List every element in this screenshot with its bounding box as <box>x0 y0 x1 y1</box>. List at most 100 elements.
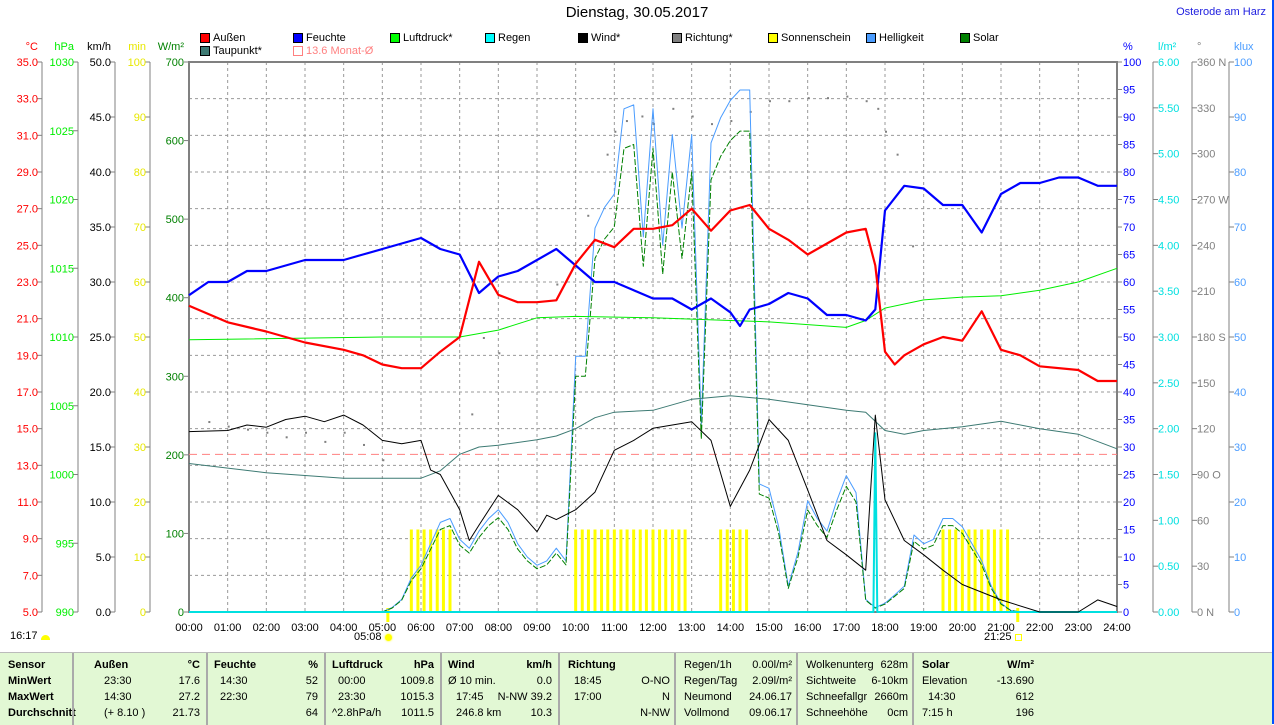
axis-tick-label: 0.50 <box>1158 561 1179 573</box>
legend-item[interactable]: Luftdruck* <box>390 32 453 44</box>
luftdruck-unit: hPa <box>413 659 434 671</box>
aussen-min-value: 17.6 <box>178 675 200 687</box>
richtung-header: Richtung <box>568 659 616 671</box>
luftdruck-min-value: 1009.8 <box>400 675 434 687</box>
sunshine-bar <box>986 529 990 612</box>
axis-tick-label: 0.0 <box>96 607 111 619</box>
axis-tick-label: 33.0 <box>17 94 38 106</box>
axis-tick-label: 210 <box>1197 286 1215 298</box>
axis-tick-label: 500 <box>166 214 184 226</box>
direction-point <box>324 440 327 443</box>
direction-point <box>885 130 887 133</box>
legend-item[interactable]: Regen <box>485 32 530 44</box>
legend-item[interactable]: Solar <box>960 32 999 44</box>
axis-tick-label: 35 <box>1123 415 1135 427</box>
axis-unit-label: klux <box>1234 41 1254 53</box>
direction-point <box>606 153 609 156</box>
elevation-value: -13.690 <box>996 675 1034 687</box>
direction-point <box>498 352 501 355</box>
axis-tick-label: 25 <box>1123 470 1135 482</box>
axis-tick-label: 25.0 <box>90 332 111 344</box>
legend-label: Regen <box>498 32 531 44</box>
legend-item[interactable]: Feuchte <box>293 32 346 44</box>
axis-tick-label: 1025 <box>50 126 74 138</box>
legend-item[interactable]: Wind* <box>578 32 620 44</box>
axis-unit-label: min <box>128 41 146 53</box>
moonrise-time: 16:17 <box>10 630 38 642</box>
legend-item[interactable]: Richtung* <box>672 32 733 44</box>
axis-tick-label: 0 <box>178 607 184 619</box>
axis-tick-label: 2.00 <box>1158 424 1179 436</box>
sunshine-bar <box>612 529 616 612</box>
legend-swatch <box>485 33 495 43</box>
x-tick-label: 18:00 <box>871 622 899 634</box>
regen-tag-label: Regen/Tag <box>684 675 738 687</box>
legend-label: 13.6 Monat-Ø <box>306 45 374 57</box>
regen-1h-value: 0.00l/m² <box>752 659 792 671</box>
axis-tick-label: 600 <box>166 136 184 148</box>
legend-item[interactable]: Sonnenschein <box>768 32 851 44</box>
axis-tick-label: 100 <box>128 57 146 69</box>
sunshine-bar <box>664 529 668 612</box>
sichtweite-value: 6-10km <box>871 675 908 687</box>
x-tick-label: 15:00 <box>755 622 783 634</box>
axis-tick-label: 40.0 <box>90 167 111 179</box>
axis-tick-label: 90 O <box>1197 470 1221 482</box>
solar-avg-value: 196 <box>1015 707 1034 719</box>
direction-point <box>672 107 675 110</box>
direction-point <box>305 431 307 434</box>
axis-tick-label: 330 <box>1197 103 1215 115</box>
axis-tick-label: 0 <box>1234 607 1240 619</box>
axis-tick-label: 19.0 <box>17 350 38 362</box>
x-tick-label: 10:00 <box>562 622 590 634</box>
moon-icon <box>40 635 50 640</box>
legend-swatch <box>768 33 778 43</box>
sunshine-bar <box>725 529 729 612</box>
axis-tick-label: 10 <box>1123 552 1135 564</box>
axis-tick-label: 65 <box>1123 250 1135 262</box>
x-tick-label: 01:00 <box>214 622 242 634</box>
legend-swatch <box>672 33 682 43</box>
axis-tick-label: 0 N <box>1197 607 1214 619</box>
axis-tick-label: 11.0 <box>17 497 38 509</box>
location-link[interactable]: Osterode am Harz <box>1176 6 1266 18</box>
sunrise-time: 05:08 <box>354 631 382 643</box>
axis-tick-label: 1.50 <box>1158 470 1179 482</box>
solar-unit: W/m² <box>1007 659 1034 671</box>
legend-item[interactable]: Helligkeit <box>866 32 924 44</box>
legend-label: Taupunkt* <box>213 45 262 57</box>
axis-tick-label: 13.0 <box>17 460 38 472</box>
sunshine-bar <box>731 529 735 612</box>
direction-point <box>807 97 810 100</box>
wind-max-time: 17:45 <box>456 691 484 703</box>
axis-tick-label: 300 <box>166 371 184 383</box>
legend-item[interactable]: Taupunkt* <box>200 45 262 57</box>
legend-item[interactable]: Außen <box>200 32 245 44</box>
legend-swatch <box>390 33 400 43</box>
regen-tag-value: 2.09l/m² <box>752 675 792 687</box>
x-tick-label: 03:00 <box>291 622 319 634</box>
sunshine-bar <box>1006 529 1010 612</box>
x-tick-label: 20:00 <box>949 622 977 634</box>
axis-tick-label: 20 <box>1234 497 1246 509</box>
axis-tick-label: 120 <box>1197 424 1215 436</box>
sunshine-bar <box>429 529 433 612</box>
sunshine-bar <box>625 529 629 612</box>
axis-tick-label: 0 <box>140 607 146 619</box>
axis-tick-label: 360 N <box>1197 57 1226 69</box>
feuchte-max-time: 22:30 <box>220 691 248 703</box>
axis-tick-label: 30.0 <box>90 277 111 289</box>
legend-item[interactable]: 13.6 Monat-Ø <box>293 45 373 57</box>
sunshine-bar <box>745 529 749 612</box>
axis-tick-label: 200 <box>166 450 184 462</box>
sunrise-marker: 05:08 <box>354 631 392 643</box>
axis-tick-label: 3.00 <box>1158 332 1179 344</box>
axis-tick-label: 9.0 <box>23 534 38 546</box>
axis-unit-label: hPa <box>54 41 74 53</box>
wind-distance: 246.8 km <box>456 707 502 719</box>
schneefallgrenze-value: 2660m <box>874 691 908 703</box>
series-line-regen <box>189 432 1117 613</box>
sensor-header: Sensor <box>8 659 46 671</box>
axis-tick-label: 75 <box>1123 195 1135 207</box>
aussen-unit: °C <box>187 659 200 671</box>
